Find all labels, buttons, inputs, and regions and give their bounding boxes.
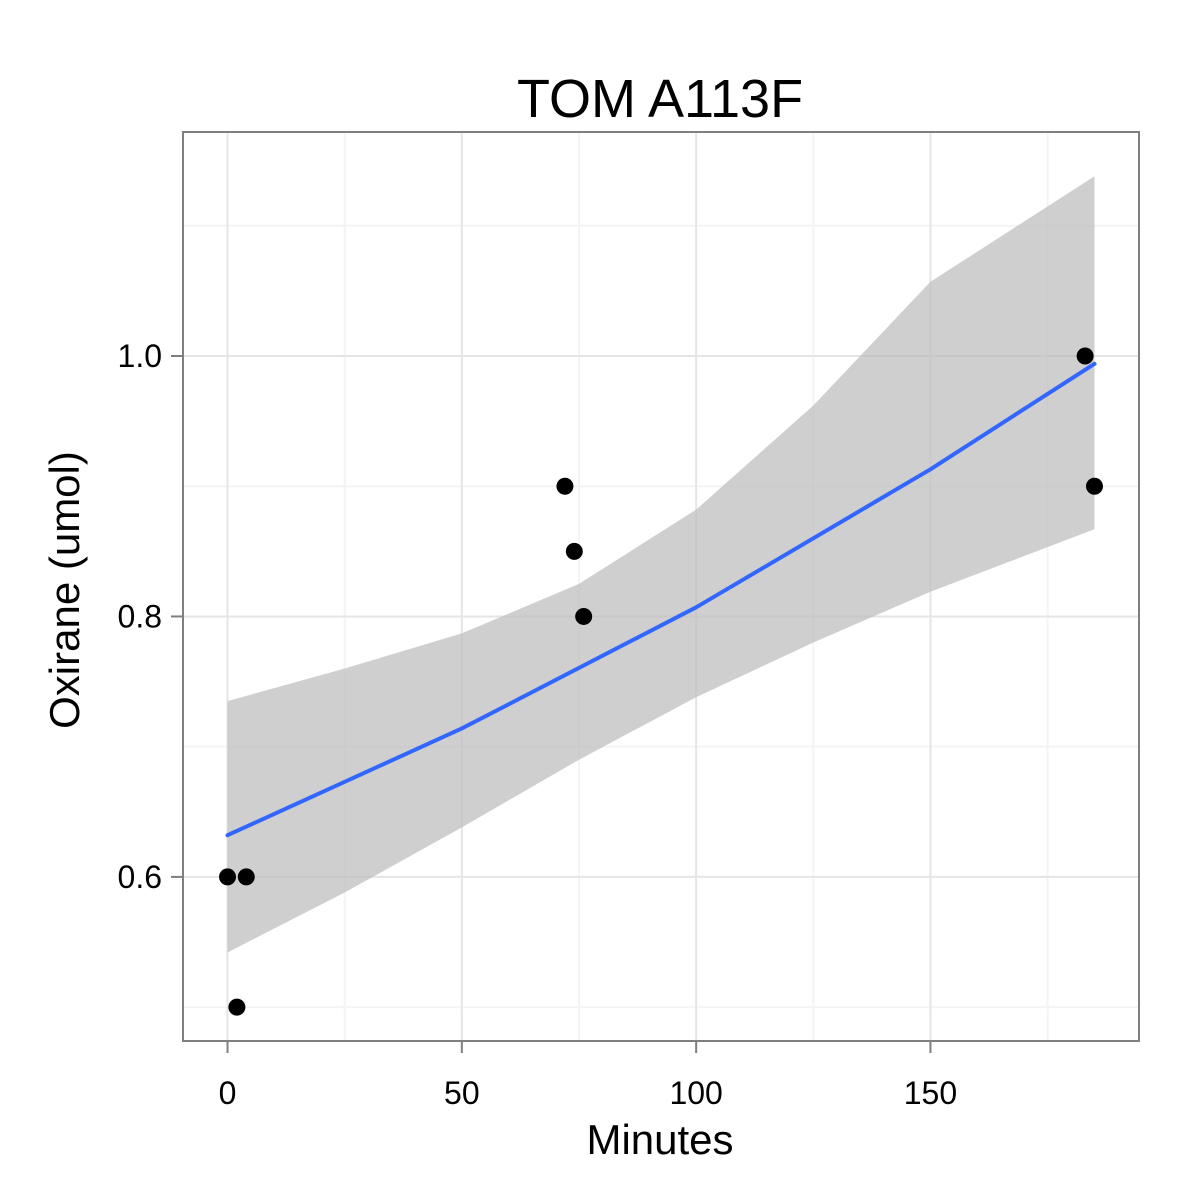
data-point-0 bbox=[219, 868, 237, 886]
y-tick-label-1: 0.8 bbox=[118, 598, 162, 634]
x-tick-label-0: 0 bbox=[219, 1075, 237, 1111]
fit-line bbox=[225, 361, 1097, 838]
y-axis-title: Oxirane (umol) bbox=[41, 451, 88, 729]
x-tick-label-2: 100 bbox=[669, 1075, 722, 1111]
data-point-7 bbox=[1085, 477, 1103, 495]
chart-title: TOM A113F bbox=[517, 69, 803, 129]
data-point-6 bbox=[1076, 347, 1094, 365]
data-point-1 bbox=[228, 998, 246, 1016]
x-tick-label-3: 150 bbox=[904, 1075, 957, 1111]
confidence-band bbox=[227, 176, 1095, 953]
y-tick-label-2: 1.0 bbox=[118, 338, 162, 374]
data-point-4 bbox=[565, 542, 583, 560]
data-point-5 bbox=[575, 607, 593, 625]
data-point-2 bbox=[237, 868, 255, 886]
x-tick-label-1: 50 bbox=[444, 1075, 480, 1111]
y-tick-label-0: 0.6 bbox=[118, 859, 162, 895]
plot-panel: 0 50 100 150 0.6 0.8 1.0 bbox=[118, 131, 1140, 1111]
x-axis-title: Minutes bbox=[586, 1116, 733, 1163]
panel-border bbox=[182, 131, 1140, 1042]
data-point-3 bbox=[556, 477, 574, 495]
